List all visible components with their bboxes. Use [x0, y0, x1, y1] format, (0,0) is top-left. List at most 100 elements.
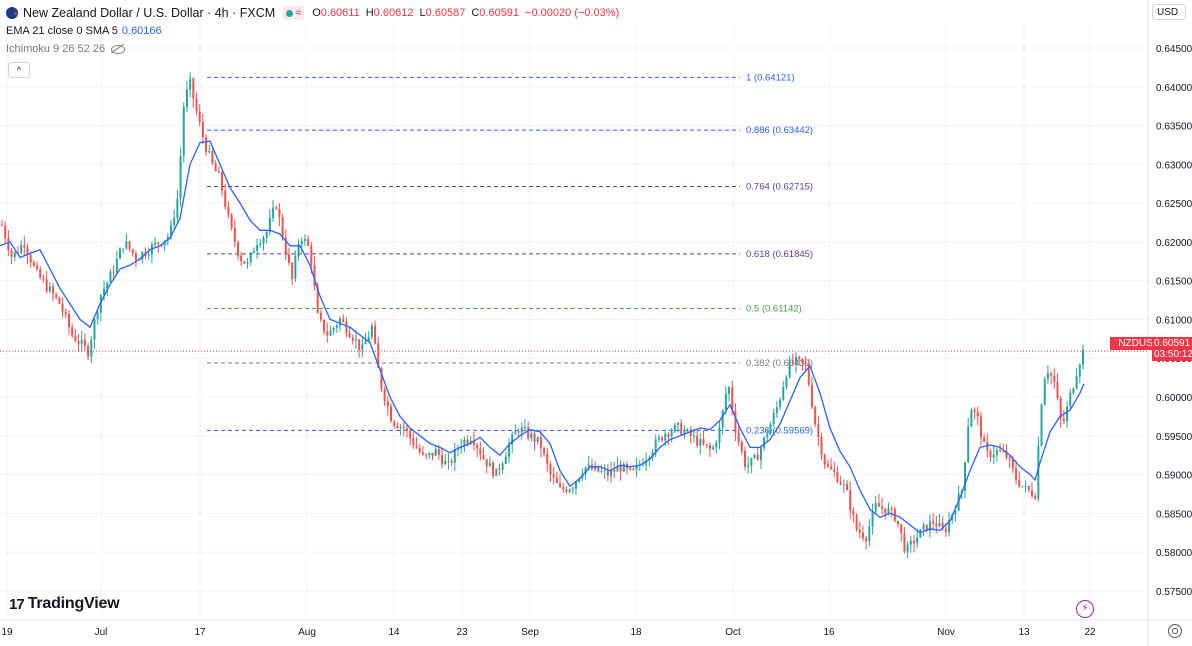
candle-down: [979, 416, 982, 438]
candle-up: [252, 250, 255, 253]
y-tick-label: 0.57500: [1156, 587, 1192, 598]
candle-down: [1050, 373, 1053, 376]
candle-up: [641, 464, 644, 466]
candle-down: [877, 503, 880, 507]
tradingview-mark-icon: 17: [9, 595, 25, 613]
candle-down: [415, 445, 418, 448]
currency-button[interactable]: USD: [1152, 4, 1186, 20]
fib-level-label: 0.618 (0.61845): [746, 249, 813, 260]
candle-down: [849, 489, 852, 511]
candle-up: [520, 427, 523, 433]
candle-up: [176, 198, 179, 218]
candle-up: [677, 422, 680, 425]
candle-up: [122, 248, 125, 250]
candle-down: [409, 430, 412, 438]
tradingview-logo[interactable]: 17 TradingView: [9, 595, 120, 613]
y-tick-label: 0.63500: [1156, 122, 1192, 133]
ema-21-line[interactable]: [0, 140, 1085, 534]
candle-up: [887, 508, 890, 514]
delayed-data-icon: ≈: [295, 7, 302, 19]
candle-up: [1082, 349, 1084, 365]
candle-up: [453, 449, 456, 463]
candle-down: [973, 409, 976, 412]
candle-up: [919, 529, 922, 538]
candle-down: [278, 208, 281, 218]
candle-down: [4, 225, 7, 239]
candle-down: [319, 312, 322, 320]
candle-up: [115, 258, 118, 273]
y-tick-label: 0.61000: [1156, 315, 1192, 326]
collapse-legend-button[interactable]: ^: [8, 62, 30, 78]
market-status-badge[interactable]: ≈: [283, 6, 305, 20]
candle-down: [224, 190, 227, 208]
nzd-flag-icon: [6, 7, 18, 19]
candle-up: [256, 245, 259, 251]
candle-down: [482, 454, 485, 460]
candle-down: [227, 207, 230, 215]
ohlc-open: O0.60611: [312, 7, 360, 19]
candle-up: [463, 439, 466, 447]
candle-down: [492, 462, 495, 476]
candle-up: [871, 511, 874, 527]
ema-indicator-label: EMA 21 close 0 SMA 5: [6, 25, 118, 37]
candle-down: [32, 262, 35, 266]
hidden-eye-icon[interactable]: [111, 44, 126, 54]
x-tick-label: Nov: [937, 627, 955, 638]
ichimoku-indicator-legend[interactable]: Ichimoku 9 26 52 26: [6, 43, 126, 55]
candle-up: [759, 447, 762, 461]
candle-down: [680, 422, 683, 435]
candle-down: [61, 303, 64, 312]
candle-up: [874, 503, 877, 512]
candle-down: [29, 255, 32, 263]
candle-up: [504, 456, 507, 464]
x-tick-label: 13: [1018, 627, 1030, 638]
candle-down: [157, 242, 160, 245]
candle-down: [64, 311, 67, 314]
candle-up: [616, 466, 619, 472]
candle-down: [380, 367, 383, 389]
candle-down: [425, 454, 428, 456]
candle-down: [562, 486, 565, 490]
candle-down: [441, 455, 444, 465]
candle-up: [753, 454, 756, 458]
candle-down: [740, 442, 743, 451]
ema-indicator-legend[interactable]: EMA 21 close 0 SMA 5 0.60166: [6, 25, 162, 37]
candle-up: [964, 462, 967, 491]
candle-up: [782, 387, 785, 400]
y-tick-label: 0.62500: [1156, 199, 1192, 210]
candle-down: [983, 437, 986, 442]
candle-down: [935, 523, 938, 527]
candle-down: [236, 242, 239, 256]
y-tick-label: 0.63000: [1156, 160, 1192, 171]
candle-up: [20, 244, 23, 253]
candle-down: [275, 207, 278, 209]
x-tick-label: 16: [823, 627, 835, 638]
candle-down: [1062, 418, 1065, 422]
candle-down: [39, 269, 42, 278]
candle-down: [552, 474, 555, 478]
candle-down: [316, 286, 319, 313]
candle-down: [221, 172, 224, 191]
symbol-title[interactable]: New Zealand Dollar / U.S. Dollar · 4h · …: [23, 6, 276, 20]
fib-level-label: 0.5 (0.61142): [746, 303, 802, 314]
candle-up: [265, 232, 268, 238]
candle-up: [154, 242, 157, 245]
candle-down: [405, 428, 408, 431]
x-tick-label: 17: [194, 627, 206, 638]
market-open-dot-icon: [286, 9, 294, 17]
candle-down: [402, 426, 405, 429]
lightning-icon[interactable]: ⚡: [1076, 600, 1094, 618]
candle-up: [654, 439, 657, 453]
ohlc-high: H0.60612: [365, 7, 414, 19]
fib-level-label: 0.236 (0.59569): [746, 425, 813, 436]
candle-up: [495, 468, 498, 476]
candle-up: [603, 470, 606, 472]
candle-up: [339, 318, 342, 326]
settings-gear-icon[interactable]: [1168, 624, 1182, 638]
candle-up: [189, 78, 192, 90]
candle-up: [13, 252, 16, 257]
candle-down: [791, 360, 794, 364]
x-tick-label: Oct: [725, 627, 741, 638]
candle-down: [817, 424, 820, 437]
